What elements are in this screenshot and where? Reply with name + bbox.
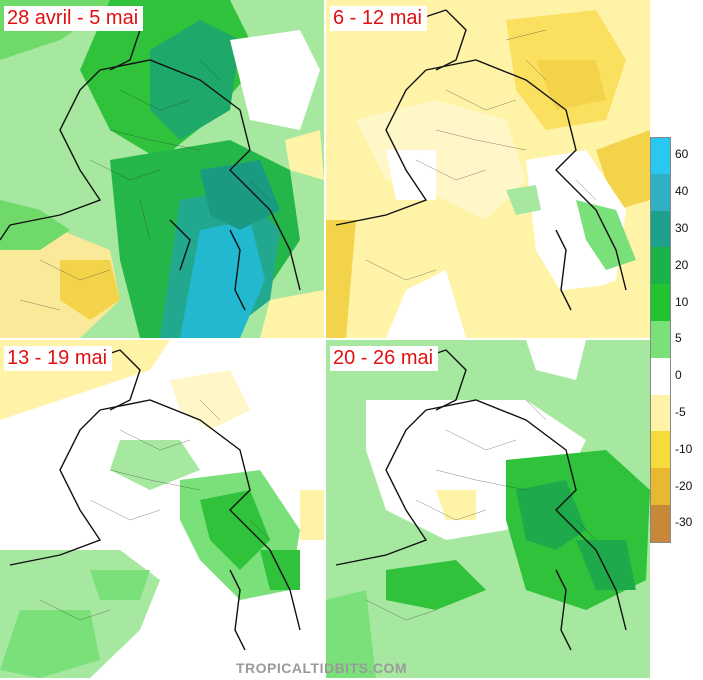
- colorbar-swatch: [650, 505, 671, 543]
- map-panel-week-3: 13 - 19 mai: [0, 340, 324, 678]
- colorbar-swatch: [650, 468, 671, 505]
- colorbar-swatch: [650, 173, 671, 211]
- panel-date-label: 13 - 19 mai: [4, 346, 113, 371]
- panel-date-label: 28 avril - 5 mai: [4, 6, 144, 31]
- colorbar-tick-label: 20: [675, 257, 689, 272]
- panel-date-label: 6 - 12 mai: [330, 6, 427, 31]
- anomaly-map-week-3: [0, 340, 324, 678]
- anomaly-map-week-2: [326, 0, 650, 338]
- colorbar-tick-label: -30: [675, 515, 693, 530]
- colorbar-swatch: [650, 394, 671, 432]
- colorbar-swatch: [650, 321, 671, 358]
- colorbar-tick-label: 60: [675, 147, 689, 162]
- map-panel-week-4: 20 - 26 mai: [326, 340, 650, 678]
- colorbar-tick-label: 10: [675, 294, 689, 309]
- colorbar-tick-label: -10: [675, 441, 693, 456]
- colorbar-tick-label: -5: [675, 405, 686, 419]
- colorbar-tick-label: 5: [675, 331, 682, 346]
- colorbar-tick-label: -20: [675, 478, 693, 493]
- colorbar-tick-label: 0: [675, 368, 682, 383]
- panel-date-label: 20 - 26 mai: [330, 346, 439, 371]
- map-panel-week-1: 28 avril - 5 mai: [0, 0, 324, 338]
- colorbar-tick-label: 30: [675, 221, 689, 235]
- colorbar-swatch: [650, 431, 671, 469]
- colorbar-swatch: [650, 210, 671, 248]
- colorbar-swatch: [650, 357, 671, 395]
- map-panel-week-2: 6 - 12 mai: [326, 0, 650, 338]
- colorbar-swatch: [650, 284, 671, 321]
- colorbar-swatch: [650, 137, 671, 175]
- precipitation-anomaly-colorbar: 60 40 30 20 10 5 0 -5 -10 -20 -30: [650, 137, 703, 543]
- source-credit: TROPICALTIDBITS.COM: [236, 660, 408, 676]
- colorbar-tick-label: 40: [675, 184, 689, 199]
- anomaly-map-week-4: [326, 340, 650, 678]
- colorbar-swatch: [650, 247, 671, 285]
- anomaly-map-week-1: [0, 0, 324, 338]
